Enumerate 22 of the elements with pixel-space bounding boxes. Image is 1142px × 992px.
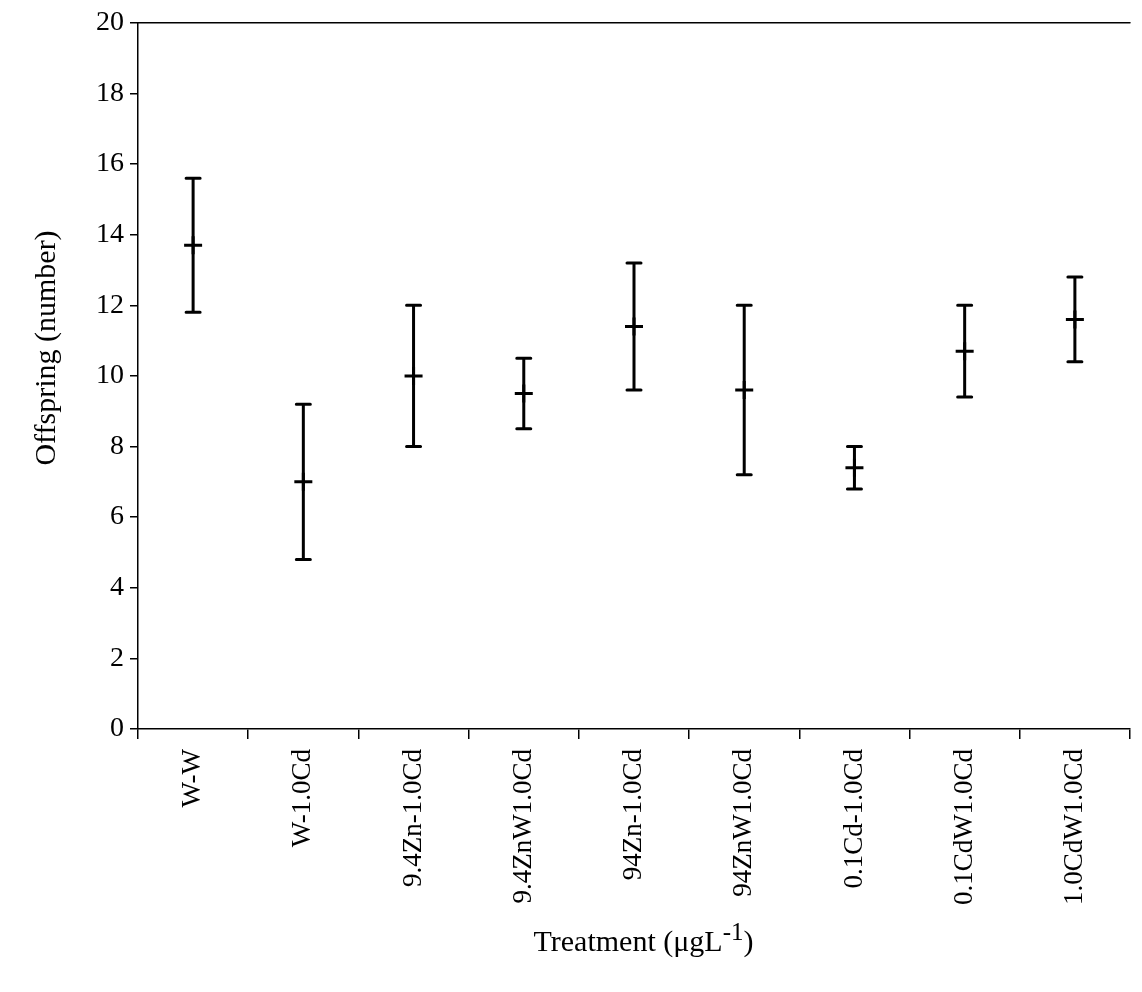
x-axis-title: Treatment (μgL$^{-1}$) [532,918,755,958]
y-tick-label: 16 [96,146,124,178]
y-tick-label: 4 [110,570,124,602]
y-tick-label: 20 [96,5,124,37]
y-tick-label: 0 [110,711,124,743]
x-tick-label: W-1.0Cd [286,748,317,848]
y-axis-title: Offspring (number) [28,230,62,466]
x-tick-label: 0.1Cd-1.0Cd [837,748,868,889]
x-tick-label: 1.0CdW1.0Cd [1057,748,1088,906]
x-tick-label: 9.4ZnW1.0Cd [506,748,537,904]
y-tick-label: 10 [96,358,124,390]
y-tick-label: 6 [110,499,124,531]
y-tick-label: 12 [96,287,124,319]
y-tick-label: 18 [96,75,124,107]
x-tick-label: 0.1CdW1.0Cd [947,748,978,906]
y-tick-label: 14 [96,217,124,249]
y-tick-label: 2 [110,640,124,672]
y-tick-label: 8 [110,428,124,460]
x-tick-label: 9.4Zn-1.0Cd [396,748,427,887]
x-tick-label: 94Zn-1.0Cd [617,748,648,881]
x-tick-label: 94ZnW1.0Cd [727,748,758,897]
x-tick-label: W-W [176,748,207,808]
